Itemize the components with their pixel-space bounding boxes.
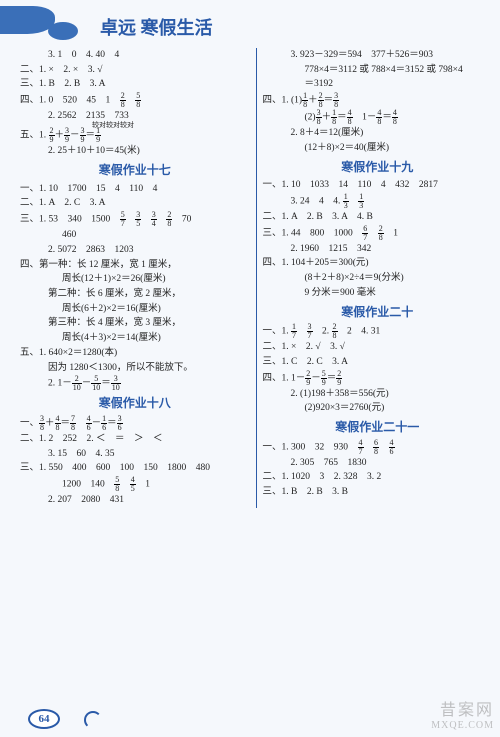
answer-line: 三、1. B 2. B 3. A <box>20 77 250 92</box>
watermark: 昔案网 MXQE.COM <box>431 696 494 731</box>
answer-line: 二、1. × 2. √ 3. √ <box>263 340 493 355</box>
answer-line: 二、1. 1020 3 2. 328 3. 2 <box>263 470 493 485</box>
answer-line: 2. 2562 2135 733 <box>20 109 250 124</box>
answer-line: 二、1. 2 252 2. ＜ ＝ ＞ ＜ <box>20 432 250 447</box>
answer-line: 3. 1 0 4. 40 4 <box>20 48 250 63</box>
answer-line: (2)38＋18＝48 1－48＝48 <box>263 109 493 126</box>
answer-line: 二、1. A 2. B 3. A 4. B <box>263 210 493 225</box>
answer-line: 二、1. A 2. C 3. A <box>20 196 250 211</box>
left-column: 3. 1 0 4. 40 4 二、1. × 2. × 3. √ 三、1. B 2… <box>20 48 256 508</box>
answer-line: 2. 5072 2863 1203 <box>20 243 250 258</box>
section-heading-21: 寒假作业二十一 <box>263 418 493 437</box>
answer-line: 三、1. 53 340 1500 57 35 34 28 70 <box>20 211 250 228</box>
answer-line: 3. 15 60 4. 35 <box>20 447 250 462</box>
answer-line: 一、1. 10 1033 14 110 4 432 2817 <box>263 178 493 193</box>
answer-line: 第三种：长 4 厘米，宽 3 厘米， <box>20 316 250 331</box>
answer-line: 一、1. 17 37 2. 28 2 4. 31 <box>263 323 493 340</box>
answer-line: 一、1. 300 32 930 47 68 46 <box>263 439 493 456</box>
right-column: 3. 923－329＝594 377＋526＝903 778×4＝3112 或 … <box>256 48 493 508</box>
answer-line: 2. 305 765 1830 <box>263 456 493 471</box>
answer-line: 周长(6＋2)×2＝16(厘米) <box>20 302 250 317</box>
answer-line: 因为 1280＜1300，所以不能放下。 <box>20 361 250 376</box>
section-heading-18: 寒假作业十八 <box>20 394 250 413</box>
page-number: 64 <box>28 709 60 729</box>
answer-line: 第二种：长 6 厘米，宽 2 厘米， <box>20 287 250 302</box>
answer-line: 2. 1960 1215 342 <box>263 242 493 257</box>
answer-line: 四、1. 1－29－59＝29 <box>263 370 493 387</box>
answer-line: (12＋8)×2＝40(厘米) <box>263 141 493 156</box>
header-decoration <box>48 22 78 40</box>
answer-line: 二、1. × 2. × 3. √ <box>20 63 250 78</box>
answer-line: 9 分米＝900 毫米 <box>263 286 493 301</box>
answer-line: 三、1. 550 400 600 100 150 1800 480 <box>20 461 250 476</box>
answer-line: (8＋2＋8)×2÷4＝9(分米) <box>263 271 493 286</box>
answer-line: 周长(4＋3)×2＝14(厘米) <box>20 331 250 346</box>
answer-line: 2. 8＋4＝12(厘米) <box>263 126 493 141</box>
book-title: 卓远 寒假生活 <box>100 14 213 40</box>
answer-line: 1200 140 58 45 1 <box>20 476 250 493</box>
answer-line: 一、38＋48＝78 46－16＝36 <box>20 415 250 432</box>
answer-line: 2. 1－210－510＝310 <box>20 375 250 392</box>
answer-line: 四、第一种：长 12 厘米，宽 1 厘米， <box>20 258 250 273</box>
answer-line: 四、1. 0 520 45 1 28 58 <box>20 92 250 109</box>
page-header: 卓远 寒假生活 <box>0 0 500 48</box>
section-heading-19: 寒假作业十九 <box>263 158 493 177</box>
answer-line: 四、1. (1)18＋28＝38 <box>263 92 493 109</box>
answer-line: 778×4＝3112 或 788×4＝3152 或 798×4 <box>263 63 493 78</box>
answer-line: 五、1. 640×2＝1280(本) <box>20 346 250 361</box>
watermark-text: 昔案网 <box>431 696 494 720</box>
answer-line: 2. 207 2080 431 <box>20 493 250 508</box>
header-decoration <box>0 6 55 34</box>
answer-line: 3. 923－329＝594 377＋526＝903 <box>263 48 493 63</box>
section-heading-20: 寒假作业二十 <box>263 303 493 322</box>
answer-line: 四、1. 104＋205＝300(元) <box>263 256 493 271</box>
answer-line: 460 <box>20 228 250 243</box>
answer-line: 一、1. 10 1700 15 4 110 4 <box>20 182 250 197</box>
section-heading-17: 寒假作业十七 <box>20 161 250 180</box>
watermark-url: MXQE.COM <box>431 720 494 731</box>
answer-line: (2)920×3＝2760(元) <box>263 401 493 416</box>
answer-line: 三、1. 44 800 1000 67 28 1 <box>263 225 493 242</box>
answer-line: 周长(12＋1)×2＝26(厘米) <box>20 272 250 287</box>
answer-line: 三、1. C 2. C 3. A <box>263 355 493 370</box>
page-footer: 64 <box>28 709 60 729</box>
answer-line: 2. 25＋10＋10＝45(米) <box>20 144 250 159</box>
answer-line: 3. 24 4 4. 13 13 <box>263 193 493 210</box>
footer-decoration <box>84 711 102 729</box>
answer-line: 五、1. 29＋39－39＝19 <box>20 127 250 144</box>
answer-line: 三、1. B 2. B 3. B <box>263 485 493 500</box>
content-area: 3. 1 0 4. 40 4 二、1. × 2. × 3. √ 三、1. B 2… <box>0 48 500 508</box>
answer-line: ＝3192 <box>263 77 493 92</box>
answer-line: 2. (1)198＋358＝556(元) <box>263 387 493 402</box>
